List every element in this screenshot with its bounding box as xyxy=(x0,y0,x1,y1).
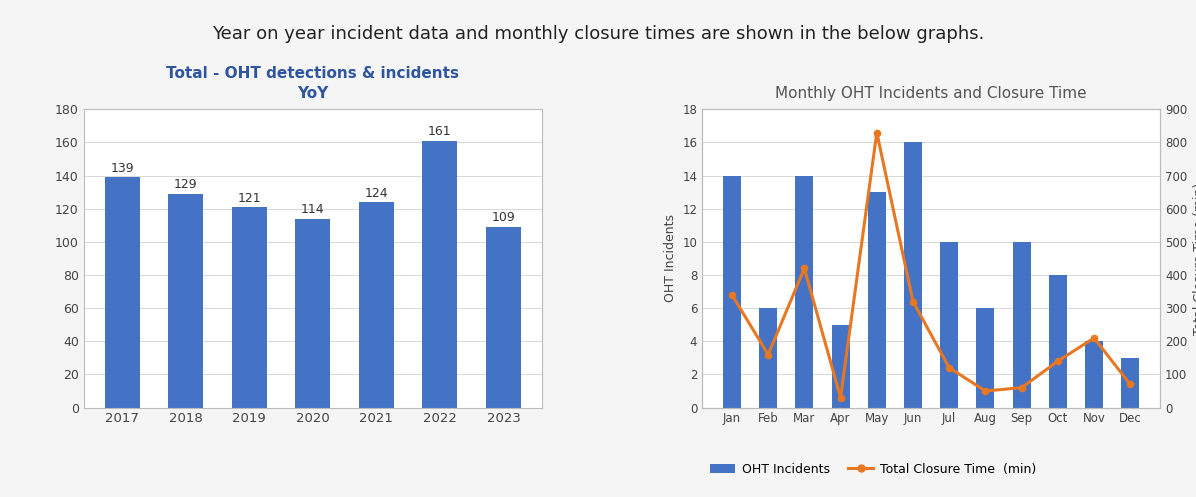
Bar xyxy=(1013,242,1031,408)
Text: 109: 109 xyxy=(492,212,515,225)
Bar xyxy=(486,227,521,408)
Bar xyxy=(422,141,457,408)
Y-axis label: OHT Incidents: OHT Incidents xyxy=(664,214,677,303)
Bar xyxy=(795,175,813,408)
Bar xyxy=(1085,341,1103,408)
Bar xyxy=(232,207,267,408)
Text: 139: 139 xyxy=(110,162,134,175)
Bar xyxy=(759,308,777,408)
Title: Total - OHT detections & incidents
YoY: Total - OHT detections & incidents YoY xyxy=(166,67,459,101)
Bar xyxy=(868,192,886,408)
Bar xyxy=(1049,275,1067,408)
Bar xyxy=(359,202,393,408)
Y-axis label: Total Closure Time (min): Total Closure Time (min) xyxy=(1192,182,1196,334)
Bar xyxy=(722,175,742,408)
Bar xyxy=(169,194,203,408)
Text: 129: 129 xyxy=(173,178,197,191)
Bar xyxy=(831,325,849,408)
Bar xyxy=(976,308,994,408)
Text: 161: 161 xyxy=(428,125,452,138)
Bar xyxy=(104,177,140,408)
Bar xyxy=(295,219,330,408)
Bar xyxy=(1121,358,1140,408)
Legend: OHT Incidents, Total Closure Time  (min): OHT Incidents, Total Closure Time (min) xyxy=(706,458,1041,481)
Text: 121: 121 xyxy=(237,192,261,205)
Text: 114: 114 xyxy=(301,203,324,216)
Bar xyxy=(940,242,958,408)
Text: 124: 124 xyxy=(365,187,389,200)
Bar xyxy=(904,143,922,408)
Title: Monthly OHT Incidents and Closure Time: Monthly OHT Incidents and Closure Time xyxy=(775,86,1087,101)
Text: Year on year incident data and monthly closure times are shown in the below grap: Year on year incident data and monthly c… xyxy=(212,25,984,43)
